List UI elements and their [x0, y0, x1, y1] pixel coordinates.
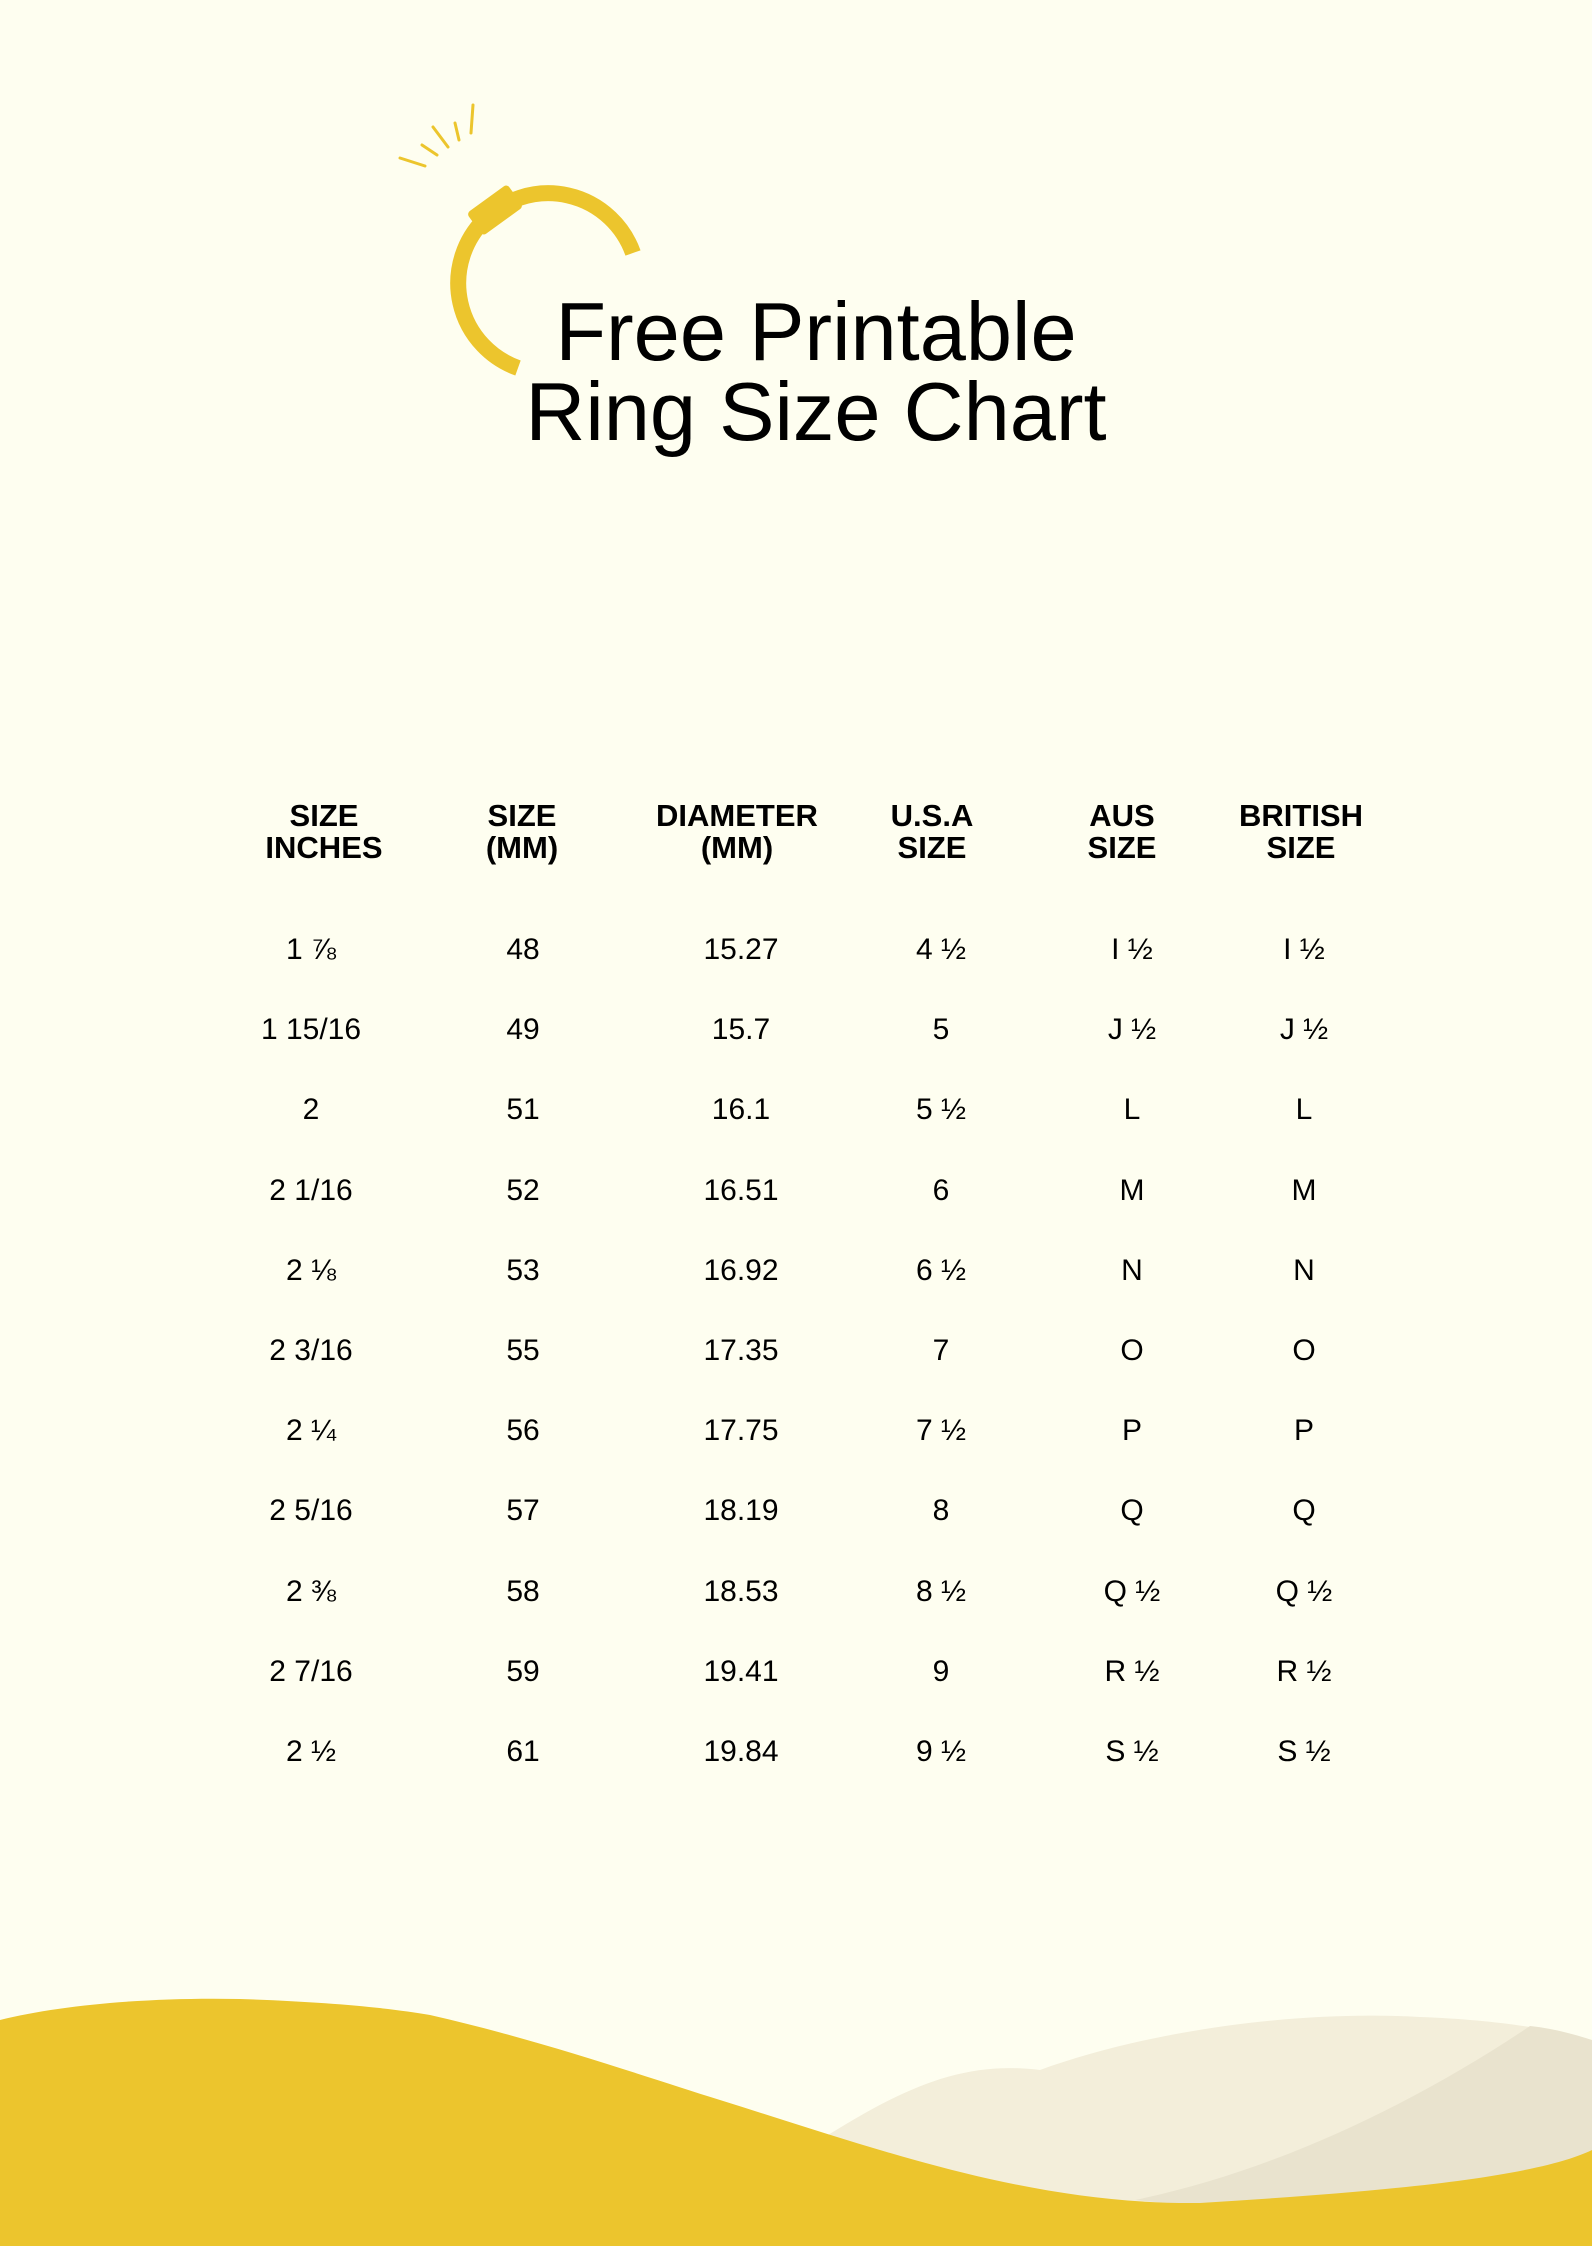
cell-size-mm: 48 [506, 933, 540, 966]
header-line1: DIAMETER [656, 798, 818, 833]
cell-diameter-mm: 15.27 [703, 933, 779, 966]
cell-diameter-mm: 18.53 [703, 1574, 779, 1608]
cell-size-mm: 51 [506, 1093, 540, 1127]
cell-size-inches: 2 1/16 [269, 1173, 353, 1207]
cell-aus-size: Q ½ [1103, 1574, 1161, 1608]
cell-british-size: P [1293, 1414, 1314, 1448]
cell-usa-size: 9 ½ [915, 1735, 967, 1768]
page-title: Free Printable Ring Size Chart [0, 285, 1592, 458]
cell-diameter-mm: 16.51 [703, 1173, 779, 1207]
cell-size-mm: 58 [506, 1574, 540, 1608]
cell-british-size: S ½ [1277, 1735, 1331, 1768]
cell-usa-size: 7 [932, 1334, 950, 1367]
cell-size-inches: 1 15/16 [260, 1013, 362, 1047]
cell-british-size: O [1292, 1334, 1316, 1367]
header-diameter-mm: DIAMETER (MM) [607, 800, 867, 864]
cell-usa-size: 9 [932, 1654, 950, 1688]
header-aus-size: AUS SIZE [992, 800, 1252, 864]
cell-diameter-mm: 16.1 [711, 1093, 771, 1127]
header-line1: BRITISH [1239, 798, 1363, 833]
cell-size-mm: 61 [506, 1735, 540, 1768]
cell-usa-size: 5 [932, 1013, 950, 1047]
header-line2: SIZE [1266, 830, 1336, 865]
title-line-1: Free Printable [555, 285, 1077, 378]
header-line2: SIZE [1087, 830, 1157, 865]
header-line1: AUS [1089, 798, 1155, 833]
bottom-waves [0, 1998, 1592, 2246]
cell-british-size: I ½ [1283, 933, 1325, 966]
header-size-mm: SIZE (MM) [392, 800, 652, 864]
ring-icon [398, 103, 641, 376]
cell-aus-size: M [1119, 1173, 1145, 1207]
cell-aus-size: N [1121, 1253, 1143, 1287]
cell-size-inches: 2 ⅜ [285, 1574, 337, 1608]
cell-diameter-mm: 19.41 [703, 1654, 779, 1688]
cell-size-mm: 56 [506, 1414, 540, 1448]
header-usa-size: U.S.A SIZE [802, 800, 1062, 864]
header-size-inches: SIZE INCHES [194, 800, 454, 864]
cell-british-size: Q ½ [1275, 1574, 1333, 1608]
header-line2: (MM) [700, 830, 774, 865]
cell-aus-size: I ½ [1111, 933, 1153, 966]
cell-aus-size: S ½ [1105, 1735, 1159, 1768]
cell-diameter-mm: 17.75 [703, 1414, 779, 1448]
cell-size-inches: 2 5/16 [269, 1494, 353, 1528]
cell-british-size: L [1295, 1093, 1313, 1127]
cell-diameter-mm: 18.19 [703, 1494, 779, 1528]
cell-diameter-mm: 15.7 [711, 1013, 771, 1047]
cell-usa-size: 8 [932, 1494, 950, 1528]
cell-aus-size: J ½ [1107, 1013, 1157, 1047]
cell-aus-size: R ½ [1104, 1654, 1160, 1688]
cell-size-inches: 2 ¼ [285, 1414, 337, 1448]
header-line1: U.S.A [890, 798, 974, 833]
cell-british-size: J ½ [1279, 1013, 1329, 1047]
header-line1: SIZE [487, 798, 557, 833]
cell-size-mm: 53 [506, 1253, 540, 1287]
cell-usa-size: 6 [932, 1173, 950, 1207]
cell-usa-size: 7 ½ [915, 1414, 967, 1448]
cell-aus-size: O [1120, 1334, 1144, 1367]
cell-size-mm: 49 [506, 1013, 540, 1047]
cell-diameter-mm: 17.35 [703, 1334, 779, 1367]
cell-aus-size: Q [1120, 1494, 1144, 1528]
cell-usa-size: 5 ½ [915, 1093, 967, 1127]
sparkle-icon [398, 103, 475, 168]
cell-size-inches: 1 ⅞ [285, 933, 337, 966]
cell-aus-size: L [1123, 1093, 1141, 1127]
cell-size-inches: 2 7/16 [269, 1654, 353, 1688]
header-line2: (MM) [485, 830, 559, 865]
cell-size-inches: 2 3/16 [269, 1334, 353, 1367]
cell-aus-size: P [1121, 1414, 1142, 1448]
cell-british-size: Q [1292, 1494, 1316, 1528]
header-british-size: BRITISH SIZE [1171, 800, 1431, 864]
cell-size-mm: 52 [506, 1173, 540, 1207]
cell-size-inches: 2 [302, 1093, 320, 1127]
cell-usa-size: 4 ½ [915, 933, 967, 966]
header-line1: SIZE [289, 798, 359, 833]
cell-british-size: N [1293, 1253, 1315, 1287]
cell-size-mm: 59 [506, 1654, 540, 1688]
cell-british-size: R ½ [1276, 1654, 1332, 1688]
title-line-2: Ring Size Chart [525, 365, 1107, 458]
cell-size-mm: 57 [506, 1494, 540, 1528]
cell-size-mm: 55 [506, 1334, 540, 1367]
header-line2: INCHES [265, 830, 383, 865]
cell-usa-size: 8 ½ [915, 1574, 967, 1608]
header-line2: SIZE [897, 830, 967, 865]
cell-diameter-mm: 16.92 [703, 1253, 779, 1287]
cell-size-inches: 2 ⅛ [285, 1253, 337, 1287]
cell-diameter-mm: 19.84 [703, 1735, 779, 1768]
cell-british-size: M [1291, 1173, 1317, 1207]
cell-usa-size: 6 ½ [915, 1253, 967, 1287]
cell-size-inches: 2 ½ [285, 1735, 337, 1768]
